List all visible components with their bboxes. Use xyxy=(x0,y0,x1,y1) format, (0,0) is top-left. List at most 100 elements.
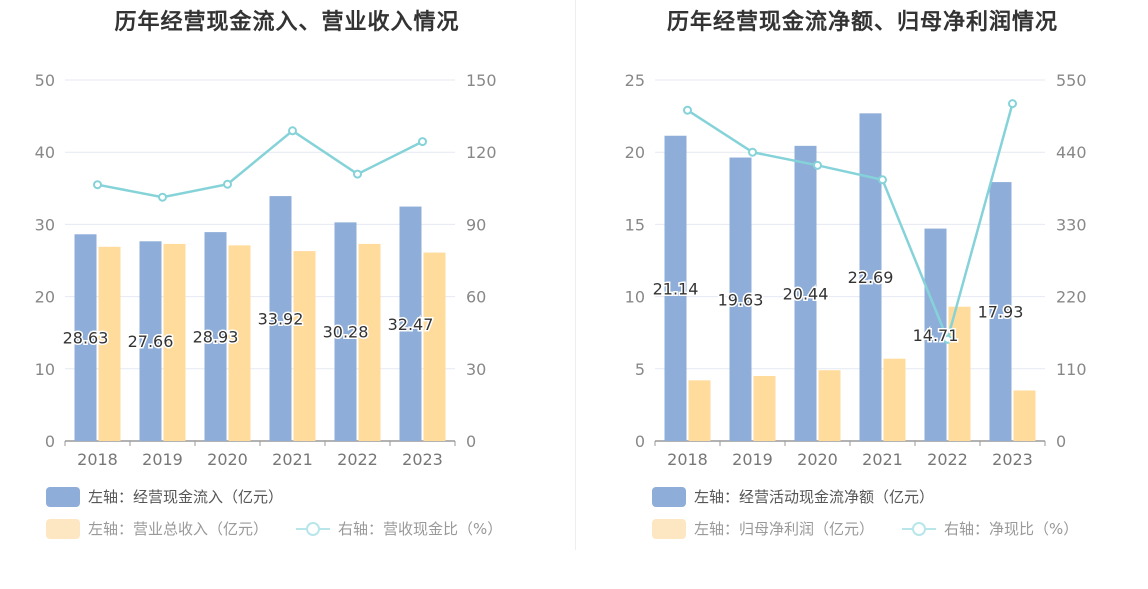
bar xyxy=(818,370,841,441)
bar xyxy=(163,243,186,441)
legend-label: 左轴：营业总收入（亿元） xyxy=(88,520,269,538)
bar xyxy=(228,245,251,441)
bar xyxy=(98,246,121,441)
right-axis-tick-label: 0 xyxy=(1056,432,1066,451)
legend-swatch xyxy=(46,487,80,507)
data-label: 14.71 xyxy=(913,326,959,345)
series-line xyxy=(686,103,1014,344)
bar xyxy=(753,376,776,441)
left-axis-tick-label: 5 xyxy=(635,360,645,379)
legend-label: 右轴：净现比（%） xyxy=(944,520,1079,538)
bar xyxy=(1013,390,1036,441)
bar xyxy=(269,196,292,441)
line-point xyxy=(353,169,362,179)
left-axis-tick-label: 30 xyxy=(35,215,55,234)
bar xyxy=(924,228,947,441)
bar xyxy=(204,232,227,441)
bar xyxy=(859,113,882,442)
right-axis-tick-label: 220 xyxy=(1056,288,1087,307)
legend-swatch xyxy=(46,519,80,539)
bar xyxy=(334,222,357,441)
line-point xyxy=(288,126,297,136)
chart-svg: 0 0 10 30 20 60 30 90 40 120 50 150 2018 2019 2020 2021… xyxy=(35,71,497,469)
chart-panel-left: 历年经营现金流入、营业收入情况 0 0 10 30 20 60 30 90 40 120 50 150… xyxy=(35,10,503,539)
right-axis-tick-label: 330 xyxy=(1056,215,1087,234)
chart-panel-right: 历年经营现金流净额、归母净利润情况 0 0 5 110 10 220 15 330 20 440 2… xyxy=(577,0,1148,589)
data-label: 30.28 xyxy=(323,323,369,342)
right-axis-tick-label: 110 xyxy=(1056,360,1087,379)
left-axis-tick-label: 0 xyxy=(635,432,645,451)
bar xyxy=(399,206,422,441)
bar xyxy=(688,380,711,441)
legend-label: 左轴：归母净利润（亿元） xyxy=(694,520,875,538)
legend-line-swatch xyxy=(296,522,330,536)
x-axis-tick-label: 2020 xyxy=(207,450,248,469)
line-point xyxy=(223,179,232,189)
chart-title: 历年经营现金流入、营业收入情况 xyxy=(114,10,460,35)
data-label: 28.63 xyxy=(63,329,109,348)
data-label: 33.92 xyxy=(258,310,304,329)
data-label: 27.66 xyxy=(128,332,174,351)
legend-swatch xyxy=(652,519,686,539)
right-axis-tick-label: 440 xyxy=(1056,143,1087,162)
data-label: 28.93 xyxy=(193,328,239,347)
legend-line-swatch xyxy=(902,522,936,536)
bar xyxy=(358,243,381,441)
line-point xyxy=(1008,99,1017,109)
x-axis-tick-label: 2018 xyxy=(77,450,118,469)
left-axis-tick-label: 25 xyxy=(625,71,645,90)
left-axis-tick-label: 50 xyxy=(35,71,55,90)
x-axis-tick-label: 2021 xyxy=(862,450,903,469)
data-label: 21.14 xyxy=(653,279,699,298)
data-label: 17.93 xyxy=(978,303,1024,322)
bar xyxy=(293,251,316,441)
x-axis-tick-label: 2019 xyxy=(142,450,183,469)
bar xyxy=(729,157,752,442)
right-axis-tick-label: 60 xyxy=(466,288,486,307)
left-axis-tick-label: 15 xyxy=(625,215,645,234)
chart-svg: 0 0 5 110 10 220 15 330 20 440 25 550 2018 2019 2020 20… xyxy=(625,71,1087,469)
line-point xyxy=(878,175,887,185)
right-axis-tick-label: 120 xyxy=(466,143,497,162)
bar xyxy=(883,358,906,441)
data-label: 32.47 xyxy=(388,315,434,334)
legend-label: 右轴：营收现金比（%） xyxy=(338,520,503,538)
line-point xyxy=(748,147,757,157)
right-axis-tick-label: 150 xyxy=(466,71,497,90)
line-point xyxy=(813,160,822,170)
x-axis-tick-label: 2018 xyxy=(667,450,708,469)
x-axis-tick-label: 2022 xyxy=(337,450,378,469)
bar xyxy=(989,182,1012,441)
x-axis-tick-label: 2023 xyxy=(402,450,443,469)
x-axis-tick-label: 2021 xyxy=(272,450,313,469)
right-axis-tick-label: 30 xyxy=(466,360,486,379)
bar xyxy=(948,306,971,441)
legend-label: 左轴：经营活动现金流净额（亿元） xyxy=(694,488,935,506)
data-label: 19.63 xyxy=(718,290,764,309)
right-axis-tick-label: 0 xyxy=(466,432,476,451)
left-axis-tick-label: 40 xyxy=(35,143,55,162)
left-axis-tick-label: 10 xyxy=(625,288,645,307)
panel-divider xyxy=(575,0,576,550)
data-label: 20.44 xyxy=(783,284,829,303)
line-point xyxy=(418,137,427,147)
series-line xyxy=(97,129,424,199)
right-axis-tick-label: 550 xyxy=(1056,71,1087,90)
line-point xyxy=(683,105,692,115)
line-point xyxy=(158,192,167,202)
bar xyxy=(664,135,687,441)
bar xyxy=(74,234,97,441)
line-point xyxy=(93,180,102,190)
x-axis-tick-label: 2022 xyxy=(927,450,968,469)
left-axis-tick-label: 0 xyxy=(45,432,55,451)
x-axis-tick-label: 2020 xyxy=(797,450,838,469)
line-point xyxy=(943,334,952,344)
legend-swatch xyxy=(652,487,686,507)
data-label: 22.69 xyxy=(848,268,894,287)
left-axis-tick-label: 20 xyxy=(35,288,55,307)
x-axis-tick-label: 2019 xyxy=(732,450,773,469)
x-axis-tick-label: 2023 xyxy=(992,450,1033,469)
bar xyxy=(139,241,162,441)
left-axis-tick-label: 10 xyxy=(35,360,55,379)
chart-title: 历年经营现金流净额、归母净利润情况 xyxy=(666,10,1058,35)
